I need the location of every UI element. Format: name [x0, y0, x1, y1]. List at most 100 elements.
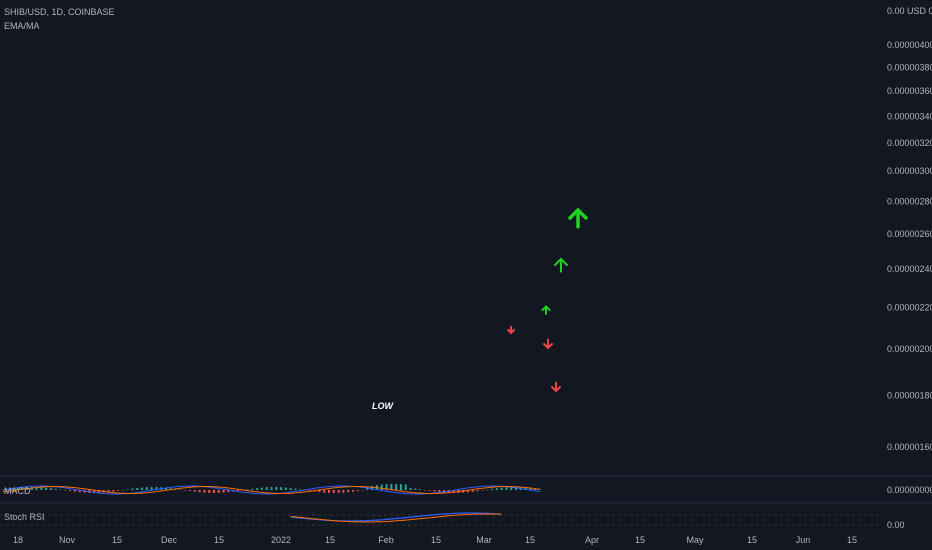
macd-bar: [495, 488, 498, 490]
x-tick-label: Apr: [585, 535, 599, 545]
arrow-up-medium: [554, 257, 568, 273]
x-tick-label: 2022: [271, 535, 291, 545]
macd-bar: [299, 489, 302, 490]
y-tick-label: 0.000003000: [887, 166, 932, 176]
macd-bar: [251, 488, 254, 490]
macd-bar: [419, 489, 422, 490]
macd-bar: [179, 489, 182, 490]
macd-bar: [323, 490, 326, 493]
macd-bar: [395, 484, 398, 490]
macd-bar: [409, 487, 412, 490]
macd-bar: [280, 487, 283, 490]
pane-label: MACD: [4, 486, 31, 496]
macd-bar: [64, 490, 67, 491]
pane-axis-label: 0.00: [887, 520, 905, 530]
macd-bar: [260, 487, 263, 490]
macd-bar: [21, 487, 24, 490]
indicator-panes: MACD 0.00000000 Stoch RSI 0.00: [0, 475, 932, 530]
macd-bar: [117, 490, 120, 491]
macd-bar: [452, 490, 455, 493]
y-tick-label: 0.000001600: [887, 442, 932, 452]
macd-bar: [198, 490, 201, 493]
y-axis: 0.00 USD 00 0.000004000 0.000003800 0.00000…: [880, 0, 932, 550]
y-tick-label: 0.000003800: [887, 63, 932, 73]
macd-bar: [136, 488, 139, 490]
macd-bar: [11, 488, 14, 490]
y-tick-label: 0.000004000: [887, 40, 932, 50]
macd-bar: [337, 490, 340, 493]
y-axis-bg: [880, 0, 932, 550]
macd-bar: [165, 487, 168, 490]
macd-bar: [390, 484, 393, 490]
x-tick-label: 15: [325, 535, 335, 545]
macd-bar: [500, 487, 503, 490]
x-tick-label: 18: [13, 535, 23, 545]
macd-bar: [270, 487, 273, 490]
arrow-down-small: [543, 338, 553, 350]
y-tick-label: 0.000002400: [887, 264, 932, 274]
x-tick-label: 15: [112, 535, 122, 545]
macd-bar: [184, 490, 187, 491]
x-tick-label: 15: [431, 535, 441, 545]
macd-signal-line: [2, 485, 541, 495]
macd-bar: [423, 490, 426, 491]
macd-bar: [256, 488, 259, 490]
macd-bar: [352, 490, 355, 492]
y-tick-label: 0.000002000: [887, 344, 932, 354]
pane-label: Stoch RSI: [4, 512, 45, 522]
macd-bar: [107, 490, 110, 493]
x-tick-label: Feb: [378, 535, 394, 545]
x-tick-label: 15: [847, 535, 857, 545]
x-tick-label: 15: [214, 535, 224, 545]
macd-bar: [155, 487, 158, 490]
macd-bar: [342, 490, 345, 493]
macd-bar: [289, 488, 292, 490]
macd-bar: [347, 490, 350, 493]
macd-bar: [399, 484, 402, 490]
macd-bar: [433, 490, 436, 492]
macd-bar: [112, 490, 115, 492]
low-annotation: LOW: [372, 401, 394, 411]
macd-bar: [476, 490, 479, 492]
macd-bar: [284, 487, 287, 490]
macd-bar: [59, 489, 62, 491]
macd-bar: [227, 490, 230, 493]
macd-bar: [404, 484, 407, 490]
macd-bar: [188, 490, 191, 491]
y-tick-label: 0.000002200: [887, 302, 932, 312]
macd-bar: [208, 490, 211, 493]
macd-bar: [78, 490, 81, 493]
macd-bar: [131, 488, 134, 490]
macd-bar: [97, 490, 100, 493]
macd-bar: [529, 487, 532, 490]
macd-bar: [2, 490, 4, 491]
macd-bar: [69, 490, 72, 492]
macd-bar: [203, 490, 206, 493]
macd-bar: [246, 489, 249, 490]
macd-bar: [73, 490, 76, 492]
x-tick-label: May: [686, 535, 704, 545]
macd-bar: [491, 488, 494, 490]
macd-bar: [35, 487, 38, 490]
macd-bar: [265, 487, 268, 490]
macd-bar: [45, 487, 48, 490]
macd-bar: [534, 488, 537, 490]
arrow-down-tiny: [507, 325, 515, 335]
macd-bar: [40, 487, 43, 490]
y-tick-label: 0.000001800: [887, 390, 932, 400]
macd-bar: [236, 490, 239, 491]
macd-bar: [486, 489, 489, 491]
macd-bar: [150, 487, 153, 490]
macd-bar: [332, 490, 335, 493]
macd-bar: [212, 490, 215, 493]
arrows-layer: LOW: [372, 207, 588, 411]
macd-bar: [414, 488, 417, 490]
macd-bar: [126, 489, 129, 490]
macd-bar: [49, 488, 52, 490]
macd-bar: [510, 487, 513, 490]
macd-bar: [515, 487, 518, 490]
arrow-up-small: [541, 305, 551, 315]
macd-bar: [222, 490, 225, 493]
